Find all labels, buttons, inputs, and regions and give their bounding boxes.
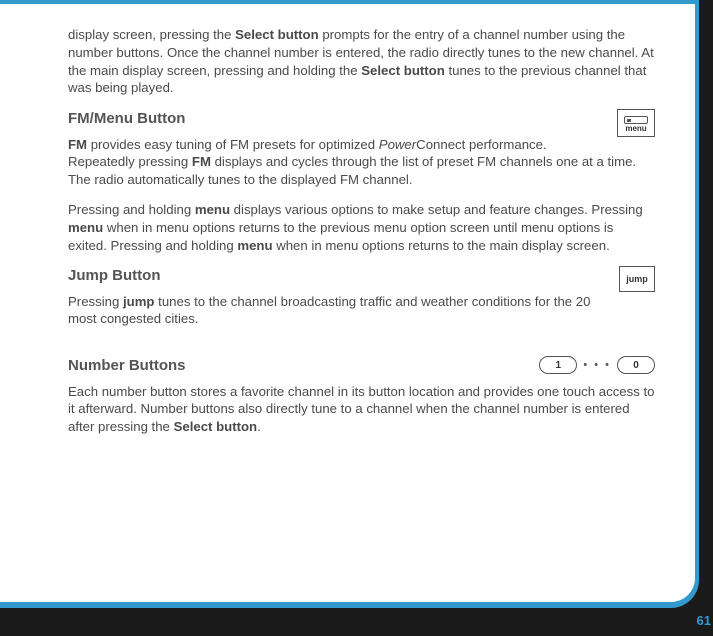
- menu-button-illustration: menu: [617, 109, 655, 137]
- intro-paragraph: display screen, pressing the Select butt…: [68, 26, 655, 97]
- select-button-ref: Select button: [361, 63, 445, 78]
- fm-paragraph-1: FM provides easy tuning of FM presets fo…: [68, 136, 655, 189]
- manual-page: display screen, pressing the Select butt…: [0, 4, 695, 602]
- jump-icon: jump: [619, 266, 655, 292]
- fm-menu-heading: FM/Menu Button: [68, 109, 655, 129]
- select-button-ref: Select button: [235, 27, 319, 42]
- fm-ref: FM: [192, 154, 211, 169]
- select-button-ref: Select button: [174, 419, 258, 434]
- jump-paragraph: Pressing jump tunes to the channel broad…: [68, 293, 655, 329]
- menu-icon: menu: [617, 109, 655, 137]
- number-paragraph: Each number button stores a favorite cha…: [68, 383, 655, 436]
- jump-heading: Jump Button: [68, 266, 655, 286]
- text: display screen, pressing the: [68, 27, 235, 42]
- menu-ref: menu: [195, 202, 230, 217]
- ellipsis-icon: • • •: [583, 358, 611, 373]
- number-button-0-icon: 0: [617, 356, 655, 374]
- menu-icon-label: menu: [625, 125, 646, 133]
- jump-ref: jump: [123, 294, 155, 309]
- text: displays various options to make setup a…: [230, 202, 643, 217]
- text: Each number button stores a favorite cha…: [68, 384, 654, 435]
- jump-icon-label: jump: [626, 273, 648, 285]
- number-button-1-icon: 1: [539, 356, 577, 374]
- jump-button-illustration: jump: [619, 266, 655, 292]
- text: provides easy tuning of FM presets for o…: [87, 137, 379, 152]
- fm-ref: FM: [68, 137, 87, 152]
- page-number: 61: [697, 613, 711, 628]
- power-italic: Power: [379, 137, 416, 152]
- menu-ref: menu: [237, 238, 272, 253]
- text: when in menu options returns to the main…: [273, 238, 610, 253]
- text: Pressing and holding: [68, 202, 195, 217]
- menu-icon-graphic: [624, 116, 648, 124]
- text: Pressing: [68, 294, 123, 309]
- fm-paragraph-2: Pressing and holding menu displays vario…: [68, 201, 655, 254]
- number-buttons-illustration: 1 • • • 0: [539, 356, 655, 374]
- menu-ref: menu: [68, 220, 103, 235]
- text: .: [257, 419, 261, 434]
